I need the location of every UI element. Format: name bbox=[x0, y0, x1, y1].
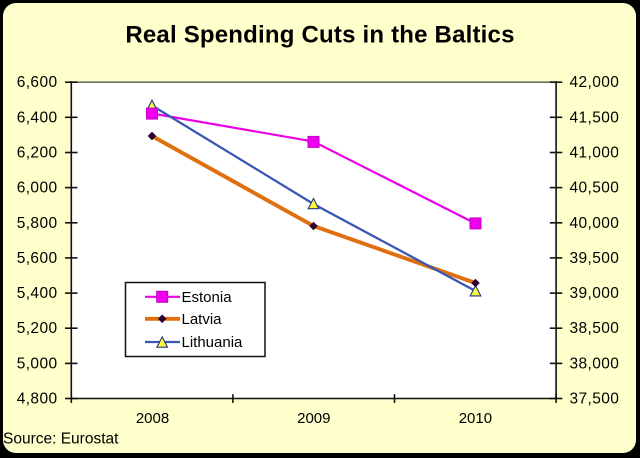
svg-text:6,400: 6,400 bbox=[17, 109, 58, 126]
svg-text:5,800: 5,800 bbox=[17, 215, 58, 232]
svg-text:6,600: 6,600 bbox=[17, 74, 58, 91]
svg-text:2008: 2008 bbox=[136, 410, 169, 427]
svg-text:5,000: 5,000 bbox=[17, 355, 58, 372]
svg-text:6,200: 6,200 bbox=[17, 145, 58, 162]
svg-text:Real Spending Cuts in the Balt: Real Spending Cuts in the Baltics bbox=[125, 22, 514, 49]
svg-text:2009: 2009 bbox=[297, 410, 330, 427]
svg-text:Lithuania: Lithuania bbox=[182, 334, 244, 351]
svg-text:39,500: 39,500 bbox=[570, 250, 620, 267]
svg-text:39,000: 39,000 bbox=[570, 285, 620, 302]
svg-text:40,500: 40,500 bbox=[570, 180, 620, 197]
svg-text:40,000: 40,000 bbox=[570, 215, 620, 232]
svg-text:38,000: 38,000 bbox=[570, 355, 620, 372]
svg-text:Estonia: Estonia bbox=[182, 289, 233, 306]
svg-text:4,800: 4,800 bbox=[17, 391, 58, 408]
svg-text:5,600: 5,600 bbox=[17, 250, 58, 267]
svg-text:5,400: 5,400 bbox=[17, 285, 58, 302]
svg-text:6,000: 6,000 bbox=[17, 180, 58, 197]
svg-text:Source: Eurostat: Source: Eurostat bbox=[3, 431, 119, 448]
svg-text:37,500: 37,500 bbox=[570, 391, 620, 408]
svg-text:Latvia: Latvia bbox=[182, 311, 223, 328]
svg-text:5,200: 5,200 bbox=[17, 320, 58, 337]
svg-text:2010: 2010 bbox=[459, 410, 492, 427]
svg-text:41,500: 41,500 bbox=[570, 109, 620, 126]
svg-text:41,000: 41,000 bbox=[570, 145, 620, 162]
svg-text:42,000: 42,000 bbox=[570, 74, 620, 91]
svg-text:38,500: 38,500 bbox=[570, 320, 620, 337]
